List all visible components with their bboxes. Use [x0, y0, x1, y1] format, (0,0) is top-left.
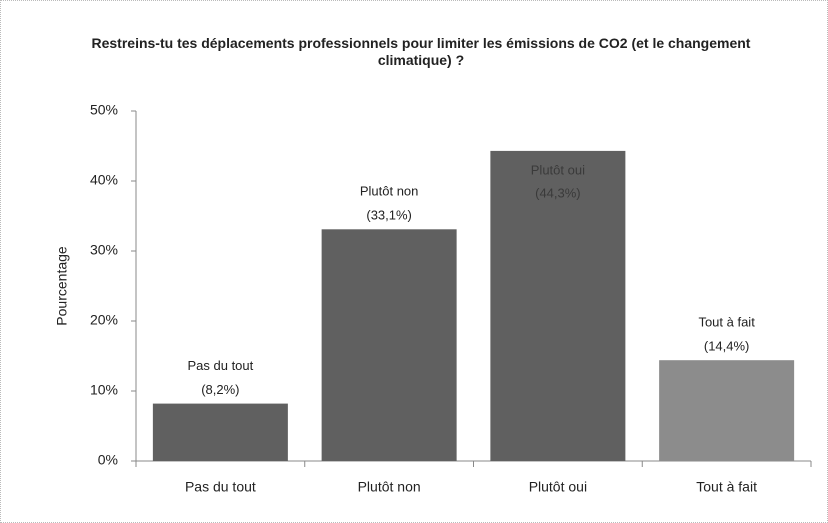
y-tick-label: 30% [90, 242, 118, 258]
bar [659, 360, 795, 461]
bar-label-name: Plutôt non [360, 184, 419, 199]
bar-value-label: (14,4%) [704, 339, 750, 354]
x-tick-label: Tout à fait [696, 479, 757, 495]
bar [321, 229, 457, 461]
x-tick-label: Plutôt oui [529, 479, 587, 495]
x-tick-label: Plutôt non [358, 479, 421, 495]
y-axis-label: Pourcentage [54, 246, 70, 326]
x-tick-label: Pas du tout [185, 479, 256, 495]
bar [152, 403, 288, 461]
chart-title: Restreins-tu tes déplacements profession… [91, 35, 751, 68]
y-tick-label: 10% [90, 382, 118, 398]
y-tick-label: 20% [90, 312, 118, 328]
bar-label-name: Tout à fait [698, 315, 755, 330]
bar-value-label: (33,1%) [366, 208, 412, 223]
bar-value-label: (8,2%) [201, 382, 239, 397]
y-tick-label: 40% [90, 172, 118, 188]
bar [490, 150, 626, 461]
y-tick-label: 0% [98, 452, 118, 468]
bar-label-name: Pas du tout [187, 358, 253, 373]
y-tick-label: 50% [90, 102, 118, 118]
bar-label-name: Plutôt oui [531, 162, 585, 177]
bar-value-label: (44,3%) [535, 185, 581, 200]
